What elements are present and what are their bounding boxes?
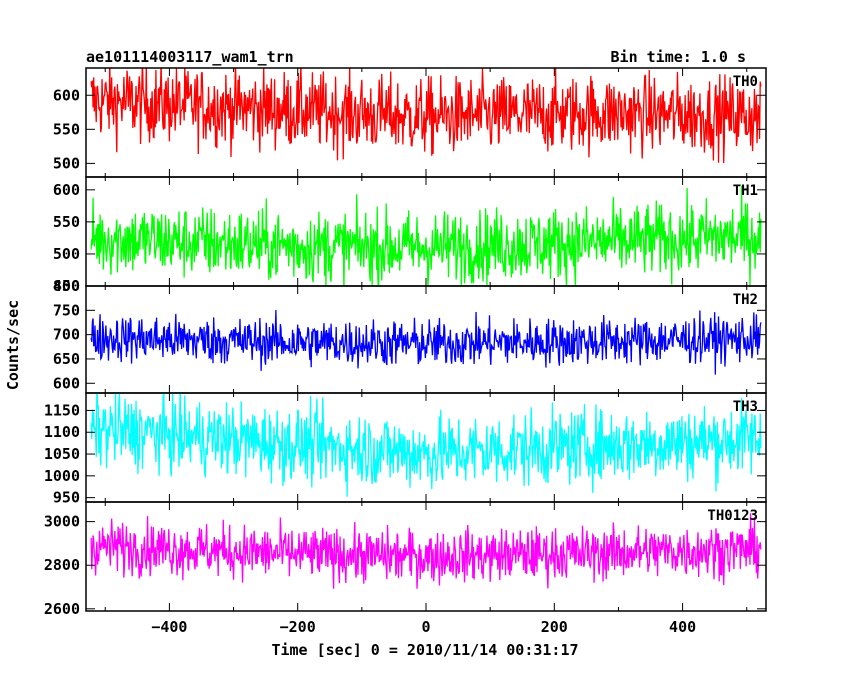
panels-group: 500 550 600 TH0 450 500 550 600 TH1 600 650 700 750 8…: [44, 67, 767, 636]
y-tick-label: 750: [53, 301, 80, 319]
y-tick-label: 700: [53, 326, 80, 344]
panel-name-label: TH2: [733, 292, 758, 308]
y-tick-label: 650: [53, 350, 80, 368]
y-tick-label: 600: [53, 86, 80, 104]
x-tick-label: 400: [669, 618, 696, 636]
panel-th2: 600 650 700 750 800 TH2: [53, 277, 767, 394]
panel-frame: [85, 501, 767, 612]
bin-time-label: Bin time: 1.0 s: [611, 48, 746, 66]
y-tick-label: 950: [53, 489, 80, 507]
series-line-th0123: [90, 513, 762, 589]
y-tick-label: 500: [53, 154, 80, 172]
panel-name-label: TH0123: [707, 508, 758, 524]
y-tick-label: 2800: [44, 556, 80, 574]
y-tick-label: 1150: [44, 401, 80, 419]
y-tick-label: 600: [53, 374, 80, 392]
panel-th3: 950 1000 1050 1100 1150 TH3: [44, 392, 767, 507]
series-line-th1: [90, 185, 762, 286]
x-tick-label: 200: [541, 618, 568, 636]
y-tick-label: 1050: [44, 445, 80, 463]
x-tick-label: 0: [421, 618, 430, 636]
y-tick-label: 1100: [44, 423, 80, 441]
y-tick-label: 3000: [44, 513, 80, 531]
y-tick-label: 550: [53, 120, 80, 138]
panel-name-label: TH3: [733, 399, 758, 415]
y-tick-label: 1000: [44, 467, 80, 485]
y-tick-label: 600: [53, 181, 80, 199]
panel-name-label: TH1: [733, 183, 758, 199]
y-tick-label: 550: [53, 213, 80, 231]
y-tick-label: 800: [53, 277, 80, 295]
y-tick-label: 500: [53, 245, 80, 263]
x-tick-label: −400: [151, 618, 187, 636]
panel-th0123: 2600 2800 3000 TH0123: [44, 501, 767, 618]
y-tick-label: 2600: [44, 600, 80, 618]
series-line-th0: [90, 68, 762, 164]
y-tick-label: 450: [53, 277, 80, 295]
observation-id-title: ae101114003117_wam1_trn: [86, 48, 294, 66]
panel-name-label: TH0: [733, 74, 758, 90]
series-line-th3: [90, 393, 762, 497]
panel-th1: 450 500 550 600 TH1: [53, 176, 767, 295]
x-tick-label: −200: [280, 618, 316, 636]
y-axis-label: Counts/sec: [4, 300, 22, 390]
panel-th0: 500 550 600 TH0: [53, 67, 767, 178]
series-line-th2: [90, 310, 762, 375]
x-axis-label: Time [sec] 0 = 2010/11/14 00:31:17: [271, 641, 578, 659]
